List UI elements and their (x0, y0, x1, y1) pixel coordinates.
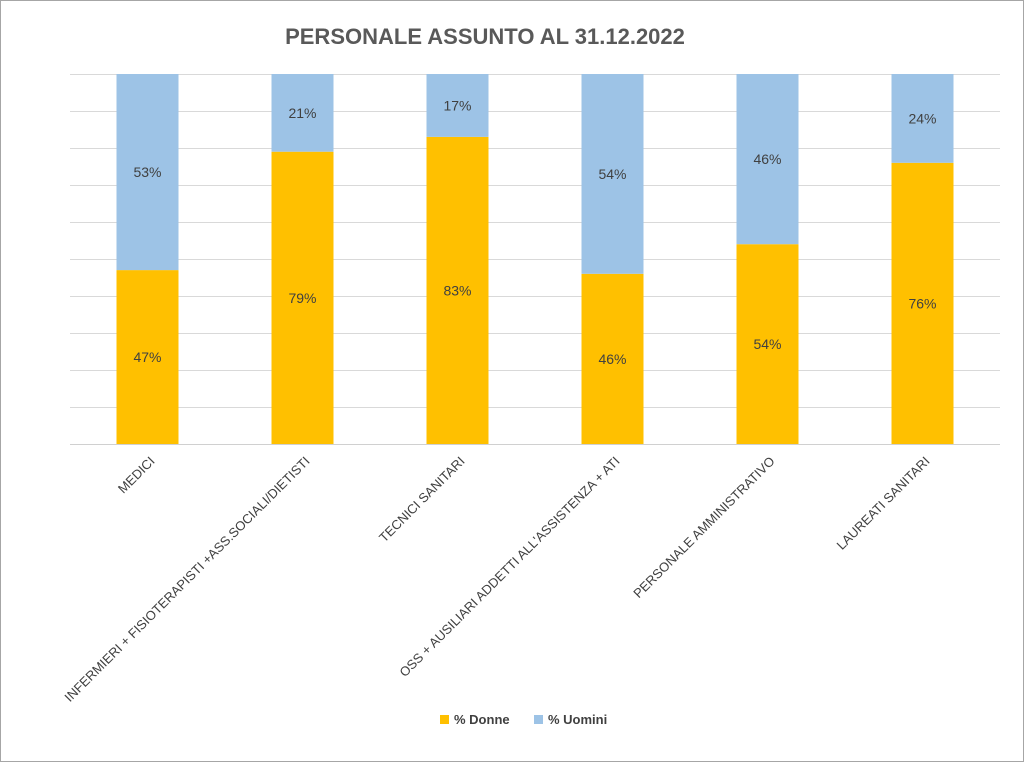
legend-donne-label: % Donne (454, 712, 510, 727)
legend-donne-swatch (440, 715, 449, 724)
data-label-uomini-5: 24% (908, 110, 936, 126)
data-label-donne-3: 46% (598, 351, 626, 367)
bar-uomini-2 (426, 74, 489, 137)
data-labels: 47% 53% 79% 21% 83% 17% 46% 54% 54% 46% 76% 24% (133, 97, 936, 366)
data-label-uomini-2: 17% (443, 97, 471, 113)
bar-uomini-0 (116, 74, 179, 271)
bar-uomini-5 (891, 74, 954, 163)
bar-donne-0 (116, 270, 179, 444)
bar-donne-3 (581, 273, 644, 444)
x-tick-label-0: MEDICI (115, 454, 158, 497)
data-label-donne-5: 76% (908, 295, 936, 311)
data-label-uomini-0: 53% (133, 164, 161, 180)
data-label-uomini-4: 46% (753, 151, 781, 167)
x-tick-label-1: INFERMIERI + FISIOTERAPISTI +ASS.SOCIALI… (61, 454, 312, 705)
bars (116, 74, 954, 445)
bar-donne-1 (271, 151, 334, 444)
chart-title: PERSONALE ASSUNTO AL 31.12.2022 (285, 24, 685, 49)
bar-uomini-4 (736, 74, 799, 245)
gridlines (70, 74, 1000, 445)
x-tick-label-2: TECNICI SANITARI (376, 454, 468, 546)
bar-donne-2 (426, 136, 489, 444)
data-label-uomini-1: 21% (288, 105, 316, 121)
data-label-uomini-3: 54% (598, 166, 626, 182)
bar-donne-5 (891, 162, 954, 445)
bar-donne-4 (736, 244, 799, 444)
x-tick-label-5: LAUREATI SANITARI (833, 454, 932, 553)
bar-uomini-1 (271, 74, 334, 152)
data-label-donne-4: 54% (753, 336, 781, 352)
data-label-donne-2: 83% (443, 282, 471, 298)
x-tick-label-4: PERSONALE AMMINISTRATIVO (630, 454, 777, 601)
data-label-donne-0: 47% (133, 349, 161, 365)
legend-uomini-swatch (534, 715, 543, 724)
legend-uomini-label: % Uomini (548, 712, 607, 727)
data-label-donne-1: 79% (288, 290, 316, 306)
legend: % Donne % Uomini (440, 712, 607, 727)
bar-uomini-3 (581, 74, 644, 274)
